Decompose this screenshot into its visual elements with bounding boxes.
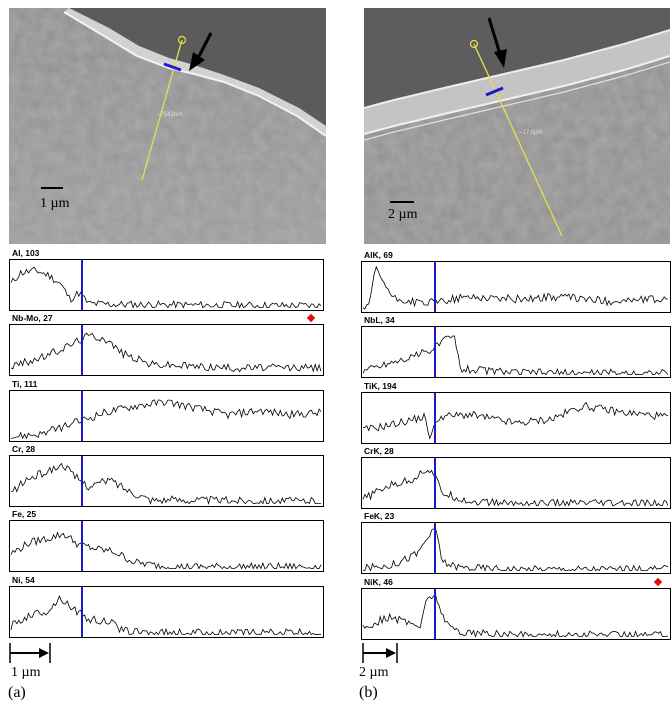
profile-plot	[9, 324, 324, 376]
profile-label: CrK, 28	[364, 446, 394, 456]
profile-trace	[362, 401, 669, 440]
profile-trace	[10, 332, 322, 373]
profile-scale-label-a: 1 µm	[11, 665, 41, 680]
profile-trace	[362, 335, 669, 376]
profile-plot	[361, 261, 671, 313]
profile-scale-bar-a	[9, 641, 53, 665]
profile-trace	[362, 592, 669, 638]
profile-plot	[9, 390, 324, 442]
sem-image-a: ~7542nm 1 µm	[9, 8, 326, 244]
profile-plot	[361, 457, 671, 509]
red-marker-icon	[653, 577, 663, 587]
profile-plot	[361, 588, 671, 640]
profile-label: Ni, 54	[12, 575, 35, 585]
profile-plot	[361, 326, 671, 378]
profile-trace	[10, 266, 322, 309]
profile-trace	[10, 595, 322, 636]
profile-scale-label-b: 2 µm	[359, 665, 389, 680]
red-marker-icon	[306, 313, 316, 323]
profile-label: NiK, 46	[364, 577, 393, 587]
profile-label: NbL, 34	[364, 315, 395, 325]
profile-trace	[10, 399, 322, 440]
profile-label: AlK, 69	[364, 250, 393, 260]
profile-label: Al, 103	[12, 248, 40, 258]
sem-image-b: ~17.6µm 2 µm	[364, 8, 670, 244]
profile-label: Ti, 111	[12, 379, 38, 389]
panel-label-a: (a)	[8, 684, 26, 701]
scan-line-marker-b: ~17.6µm	[519, 130, 543, 136]
profile-trace	[363, 527, 669, 572]
profile-scale-bar-b	[362, 641, 400, 665]
profile-label: FeK, 23	[364, 511, 395, 521]
profile-trace	[362, 469, 669, 507]
sem-scale-label-a: 1 µm	[40, 196, 70, 211]
profile-trace	[10, 462, 321, 506]
profile-label: Nb-Mo, 27	[12, 313, 53, 323]
profile-trace	[10, 531, 322, 570]
profile-label: TiK, 194	[364, 381, 397, 391]
profile-plot	[9, 259, 324, 311]
profile-label: Fe, 25	[12, 509, 37, 519]
scan-line-marker-a: ~7542nm	[157, 112, 183, 118]
sem-scale-label-b: 2 µm	[388, 207, 418, 222]
profile-plot	[361, 522, 671, 574]
panel-label-b: (b)	[359, 684, 378, 701]
profile-trace	[362, 265, 668, 310]
profile-plot	[9, 520, 324, 572]
profile-plot	[9, 455, 324, 507]
profile-label: Cr, 28	[12, 444, 36, 454]
profile-plot	[9, 586, 324, 638]
profile-plot	[361, 392, 671, 444]
